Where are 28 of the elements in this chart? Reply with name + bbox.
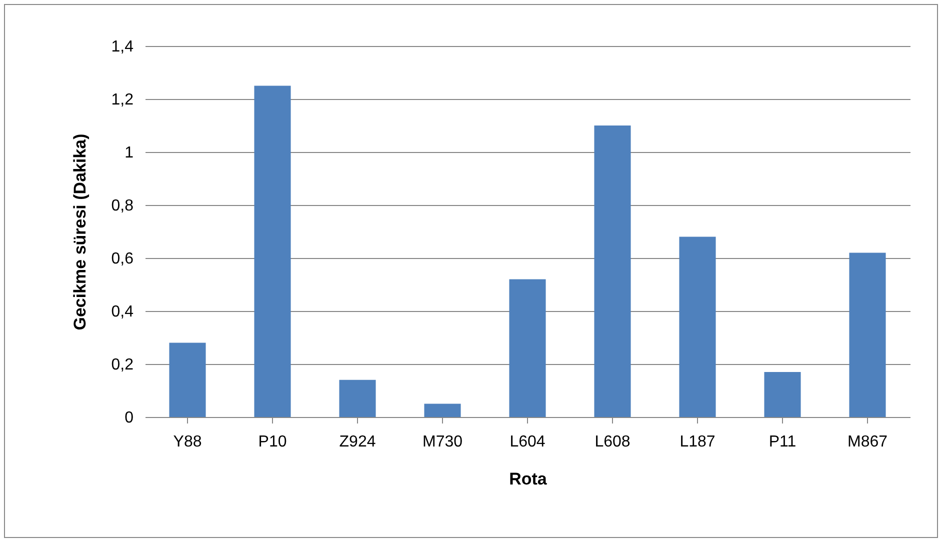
bar	[169, 342, 206, 417]
x-tick-label: P10	[258, 434, 287, 450]
y-tick-label: 0,8	[111, 198, 134, 214]
x-tick-label: M867	[847, 434, 888, 450]
x-tick-label: Y88	[173, 434, 202, 450]
y-tick-label: 0,2	[111, 356, 134, 374]
y-tick-label: 1	[124, 144, 134, 162]
x-tick-label: Z924	[339, 434, 376, 450]
x-tick-label: P11	[768, 434, 796, 450]
bar	[254, 86, 291, 417]
bar	[764, 372, 801, 417]
bar	[339, 380, 376, 417]
y-tick-label: 0	[124, 410, 134, 426]
bar	[679, 236, 716, 417]
bar	[594, 126, 631, 417]
x-axis-title: Rota	[509, 470, 548, 488]
y-tick-label: 1,2	[111, 92, 134, 108]
x-tick-label: L604	[510, 434, 546, 450]
y-tick-label: 0,6	[111, 250, 134, 268]
y-axis-title: Gecikme süresi (Dakika)	[70, 134, 90, 330]
x-tick-label: L187	[680, 434, 716, 450]
x-tick-label: L608	[594, 434, 630, 450]
bar	[424, 404, 461, 417]
y-tick-label: 0,4	[111, 304, 134, 320]
bar	[509, 279, 546, 417]
x-tick-label: M730	[422, 434, 463, 450]
y-tick-label: 1,4	[111, 38, 134, 56]
bar	[849, 252, 886, 417]
